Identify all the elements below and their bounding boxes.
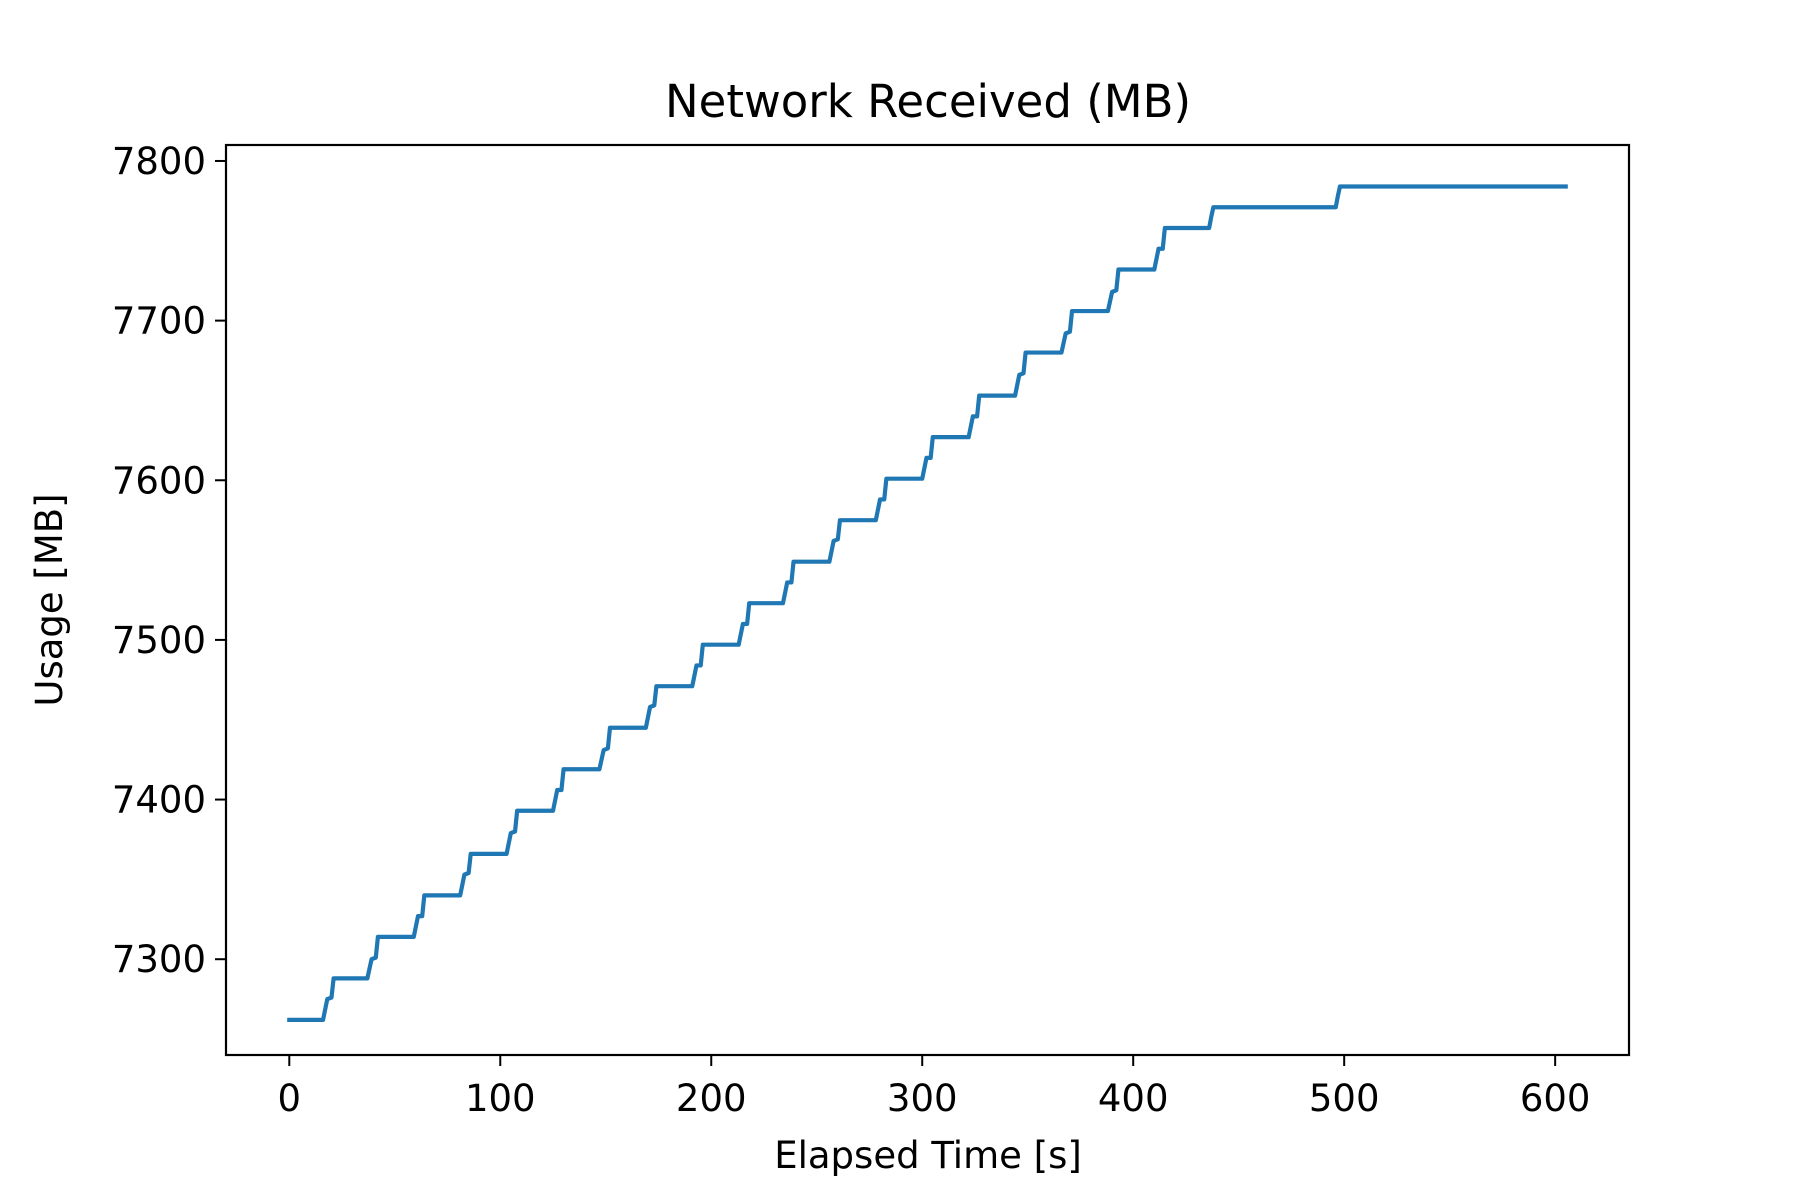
y-tick-label: 7800 [112,140,206,183]
chart-title: Network Received (MB) [665,75,1191,128]
y-tick-label: 7500 [112,619,206,662]
y-tick-label: 7600 [112,459,206,502]
x-tick-label: 300 [887,1077,958,1120]
x-tick-label: 200 [676,1077,747,1120]
x-tick-label: 400 [1098,1077,1169,1120]
y-tick-label: 7400 [112,779,206,822]
x-tick-label: 600 [1520,1077,1591,1120]
x-axis-label: Elapsed Time [s] [774,1134,1082,1177]
y-axis-label: Usage [MB] [28,493,71,706]
y-tick-label: 7300 [112,938,206,981]
x-tick-label: 500 [1309,1077,1380,1120]
x-tick-label: 100 [465,1077,536,1120]
y-tick-label: 7700 [112,300,206,343]
x-tick-label: 0 [278,1077,302,1120]
